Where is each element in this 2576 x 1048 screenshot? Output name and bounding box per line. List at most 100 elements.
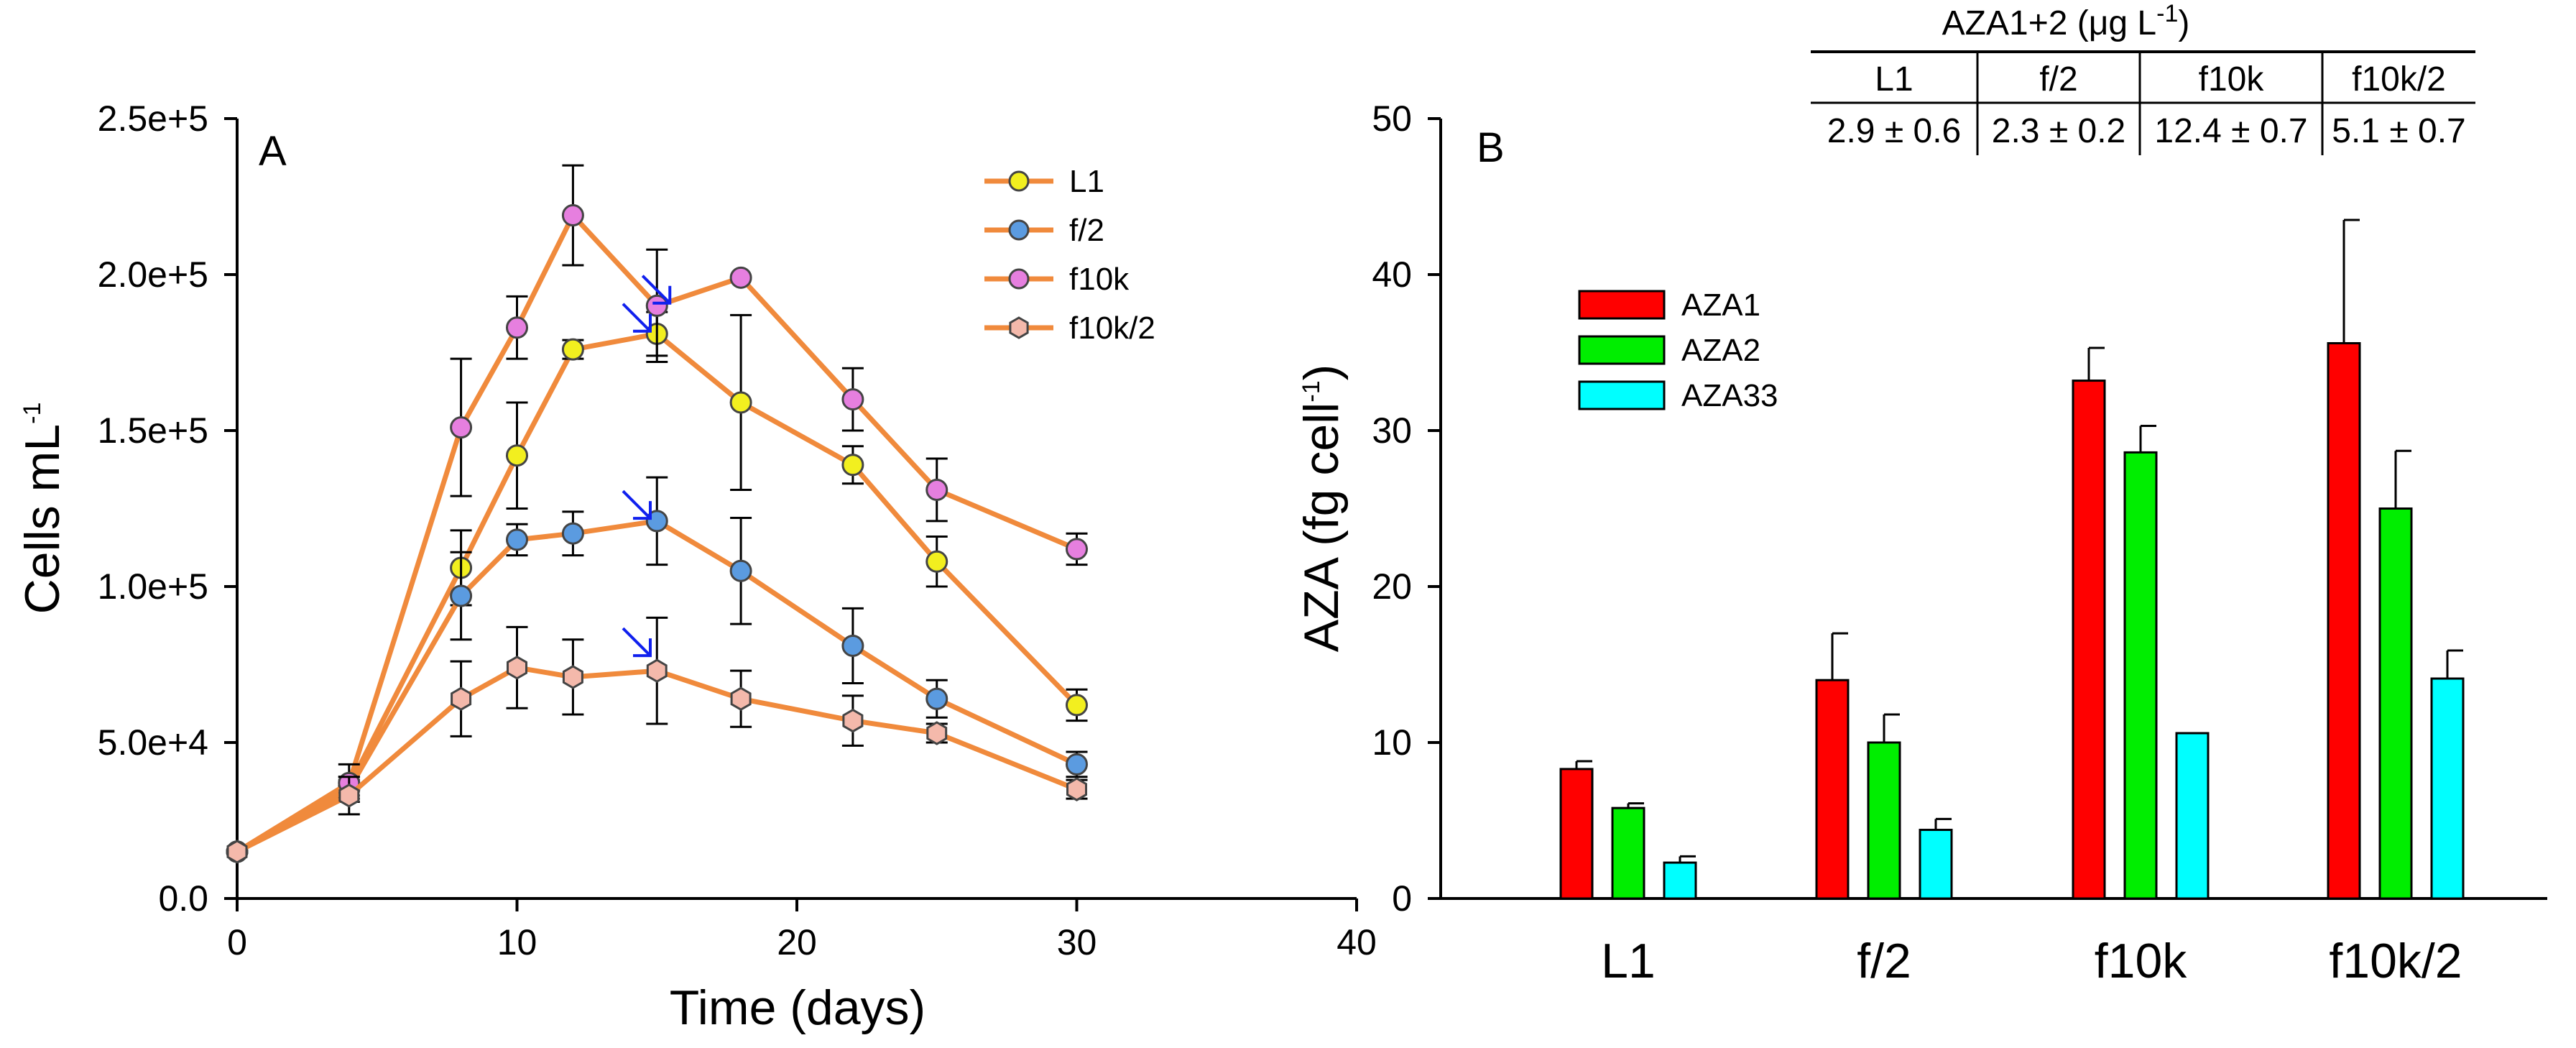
aza-table-header: f/2 (2039, 60, 2077, 98)
panel-a: 0.0 5.0e+4 1.0e+5 1.5e+5 2.0e+5 2.5e+5 0 10 20 3… (15, 98, 1377, 1035)
series-line (236, 518, 1078, 854)
legend-marker (1008, 219, 1030, 241)
data-point (1066, 694, 1088, 717)
panel-a-y-title-text: Cells mL (15, 424, 70, 615)
data-point (1066, 538, 1088, 561)
data-point (646, 658, 668, 683)
data-point (925, 478, 948, 501)
panel-b-y-ticks: 0 10 20 30 40 50 (1372, 98, 1441, 919)
legend-item-aza1: AZA1 (1578, 288, 1760, 323)
data-point (561, 338, 584, 361)
aza-table-title-close: ) (2178, 4, 2189, 42)
bar-aza1-f10k (2072, 380, 2106, 900)
bar-aza1-f-2 (1815, 679, 1850, 900)
panel-a-y-tick-label: 2.5e+5 (98, 98, 208, 139)
legend-marker (1009, 316, 1029, 339)
panel-a-x-tick-label: 20 (777, 922, 817, 962)
legend-label: AZA2 (1681, 333, 1760, 368)
aza-table-value: 12.4 ± 0.7 (2154, 112, 2307, 150)
panel-b-legend: AZA1 AZA2 AZA33 (1578, 288, 1778, 413)
data-point (729, 391, 752, 414)
data-point (645, 294, 668, 317)
panel-a-y-tick-label: 1.0e+5 (98, 566, 208, 607)
panel-a-x-tick-label: 0 (227, 922, 247, 962)
series-f10k (226, 164, 1088, 863)
bar-aza33-L1 (1663, 861, 1697, 900)
arrow-head (632, 638, 652, 658)
panel-b-y-title-text: AZA (fg cell (1294, 403, 1349, 653)
aza-table-value: 2.9 ± 0.6 (1827, 112, 1961, 150)
aza-table-header: L1 (1875, 60, 1913, 98)
bar-aza33-f10k (2175, 732, 2210, 900)
legend-label: AZA1 (1681, 288, 1760, 323)
legend-label: f/2 (1069, 213, 1104, 248)
legend-item-aza2: AZA2 (1578, 333, 1760, 368)
data-point (645, 510, 668, 533)
series-line (236, 213, 1078, 854)
legend-marker (1008, 268, 1030, 290)
panel-b-bars (1559, 219, 2465, 900)
series-line (236, 331, 1079, 854)
legend-label: AZA33 (1681, 378, 1778, 413)
data-point (729, 266, 752, 289)
aza-table-title: AZA1+2 (μg L-1) (1942, 0, 2190, 42)
data-point (925, 550, 948, 573)
series-line (236, 665, 1078, 855)
legend-item-f10k-2: f10k/2 (984, 311, 1155, 346)
aza-table-title-sup: -1 (2156, 0, 2178, 27)
blue-arrow-icon (641, 275, 672, 305)
panel-b: 0 10 20 30 40 50 L1 f/2 f10k f10k/2 B AZA (fg ce… (1294, 0, 2547, 988)
data-point (841, 634, 864, 657)
blue-arrow-icon (622, 627, 652, 658)
legend-swatch (1578, 290, 1666, 320)
panel-a-x-tick-label: 30 (1057, 922, 1097, 962)
panel-b-y-tick-label: 30 (1372, 410, 1412, 451)
panel-b-y-tick-label: 20 (1372, 566, 1412, 607)
data-point (729, 559, 752, 582)
aza-table-header: f10k/2 (2352, 60, 2446, 98)
arrow-shaft (622, 303, 652, 333)
legend-label: f10k/2 (1069, 311, 1155, 346)
panel-b-category-labels: L1 f/2 f10k f10k/2 (1601, 934, 2462, 988)
panel-a-y-tick-label: 0.0 (158, 878, 208, 919)
panel-b-y-tick-label: 40 (1372, 254, 1412, 295)
data-point (1066, 753, 1088, 776)
data-point (841, 388, 864, 411)
panel-a-y-tick-label: 5.0e+4 (98, 722, 208, 763)
data-point (926, 721, 948, 745)
bar-aza1-L1 (1559, 768, 1594, 900)
bar-aza33-f-2 (1919, 829, 1953, 900)
panel-a-y-tick-label: 2.0e+5 (98, 254, 208, 295)
data-point (841, 454, 864, 477)
bar-aza2-f10k-2 (2378, 507, 2413, 900)
panel-b-y-tick-label: 50 (1372, 98, 1412, 139)
panel-b-label: B (1477, 124, 1505, 171)
panel-a-x-ticks: 0 10 20 30 40 (227, 898, 1377, 962)
panel-b-y-title-sup: -1 (1298, 380, 1325, 402)
data-point (506, 528, 528, 551)
data-point (1066, 777, 1087, 801)
panel-a-x-tick-label: 40 (1337, 922, 1377, 962)
panel-b-y-tick-label: 0 (1392, 878, 1412, 919)
panel-a-y-title-sup: -1 (19, 403, 46, 424)
panel-a-x-tick-label: 10 (497, 922, 537, 962)
bar-aza2-f10k (2123, 451, 2158, 900)
series-f10k-2 (226, 616, 1088, 864)
legend-item-aza33: AZA33 (1578, 378, 1778, 413)
legend-label: L1 (1069, 164, 1104, 199)
panel-b-y-tick-label: 10 (1372, 722, 1412, 763)
aza-table-header: f10k (2199, 60, 2265, 98)
data-point (226, 840, 248, 864)
data-point (451, 686, 472, 711)
arrow-head (652, 285, 672, 305)
bar-aza2-f-2 (1867, 741, 1901, 900)
legend-swatch (1578, 335, 1666, 365)
legend-item-f-2: f/2 (984, 213, 1104, 248)
aza-table-title-text: AZA1+2 (μg L (1942, 4, 2156, 42)
aza-table-value: 5.1 ± 0.7 (2332, 112, 2465, 150)
aza-table: AZA1+2 (μg L-1) L1 f/2 f10k f10k/2 2.9 ± 0.6… (1811, 0, 2475, 155)
data-point (450, 584, 473, 607)
panel-a-legend: L1 f/2 f10k f10k/2 (984, 164, 1155, 346)
data-point (925, 687, 948, 710)
